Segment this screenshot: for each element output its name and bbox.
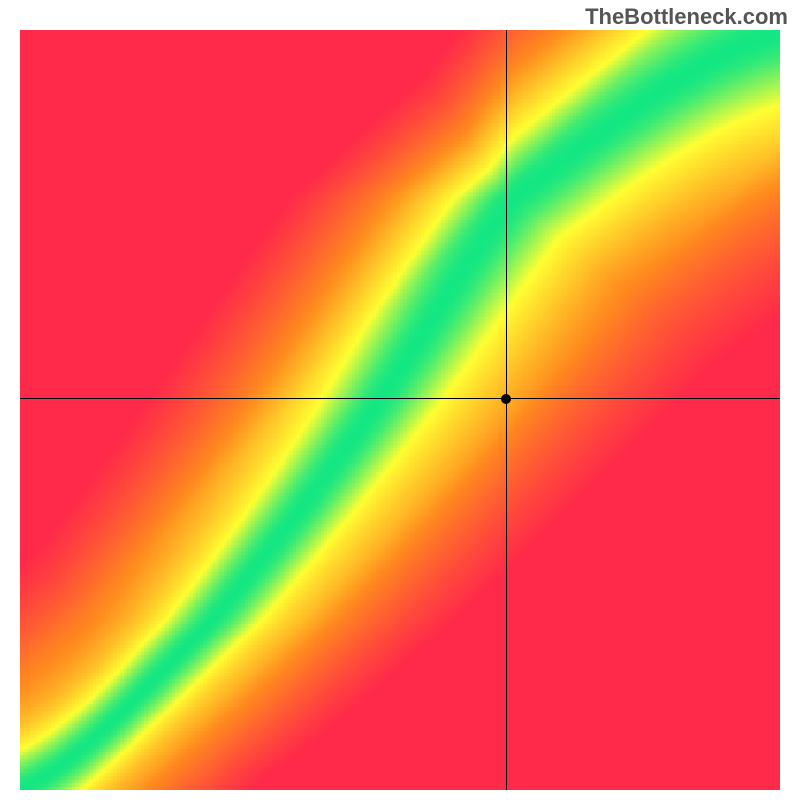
watermark-text: TheBottleneck.com bbox=[585, 4, 788, 30]
crosshair-vertical bbox=[506, 30, 507, 790]
heatmap-canvas bbox=[20, 30, 780, 790]
crosshair-horizontal bbox=[20, 398, 780, 399]
marker-dot bbox=[501, 394, 511, 404]
